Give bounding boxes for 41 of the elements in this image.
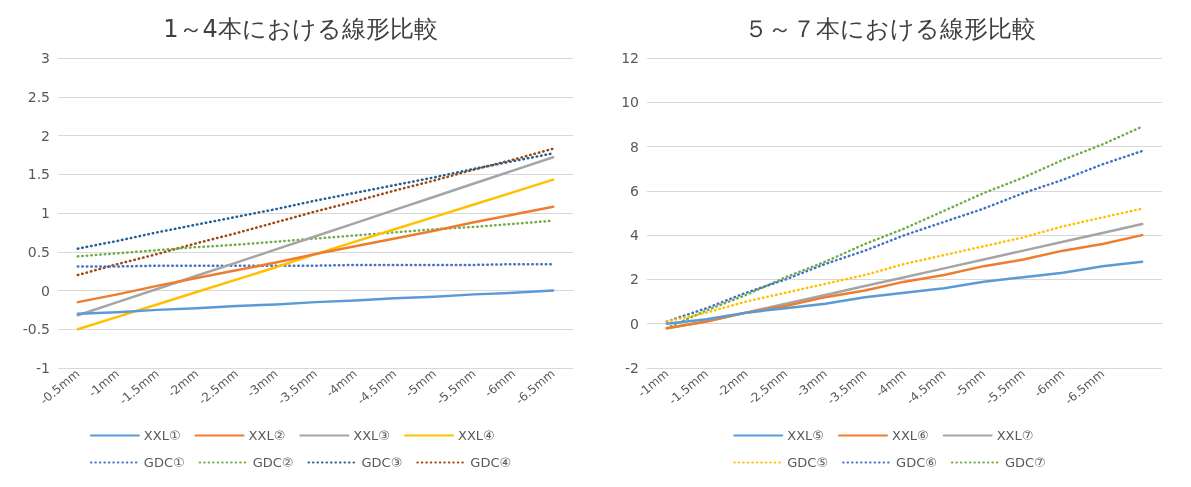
y-tick-label: 0 (630, 315, 639, 332)
line-series (76, 155, 555, 317)
y-tick-label: 4 (630, 227, 640, 244)
legend-label: XXL① (143, 428, 181, 443)
y-tick-label: 2 (41, 127, 50, 144)
y-tick-label: 6 (630, 182, 640, 199)
legend-label: GDC④ (470, 455, 512, 470)
line-series (665, 207, 1144, 323)
legend-label: XXL② (248, 428, 286, 443)
chart-title: ５～７本における線形比較 (743, 15, 1036, 43)
chart-title: 1～4本における線形比較 (163, 15, 438, 43)
y-tick-label: 1.5 (27, 166, 50, 183)
legend-label: XXL⑤ (787, 428, 824, 443)
line-series (76, 205, 555, 304)
legend-label: GDC② (252, 455, 294, 470)
y-tick-label: 10 (621, 94, 639, 111)
line-series (76, 178, 555, 331)
legend-label: XXL④ (457, 428, 495, 443)
y-tick-label: -1 (36, 360, 50, 376)
legend-label: GDC⑥ (896, 455, 937, 470)
legend-label: XXL⑦ (996, 428, 1034, 443)
legend-label: GDC③ (361, 455, 403, 470)
y-tick-label: 3 (41, 50, 50, 66)
y-tick-label: -2 (625, 360, 639, 376)
line-series (76, 147, 555, 277)
legend-label: GDC⑦ (1004, 455, 1046, 470)
y-tick-label: 0.5 (27, 243, 50, 260)
line-series (76, 152, 555, 250)
line-series (76, 289, 555, 315)
legend-label: XXL③ (353, 428, 390, 443)
legend-label: GDC① (143, 455, 185, 470)
y-tick-label: 2.5 (27, 88, 50, 105)
line-series (665, 260, 1144, 325)
y-tick-label: 0 (41, 282, 50, 299)
legend-label: XXL⑥ (891, 428, 929, 443)
y-tick-label: 8 (630, 138, 639, 155)
y-tick-label: 2 (630, 271, 639, 288)
y-tick-label: 1 (41, 205, 50, 221)
legend-label: GDC⑤ (787, 455, 829, 470)
y-tick-label: 12 (621, 50, 639, 66)
y-tick-label: -0.5 (22, 321, 50, 338)
